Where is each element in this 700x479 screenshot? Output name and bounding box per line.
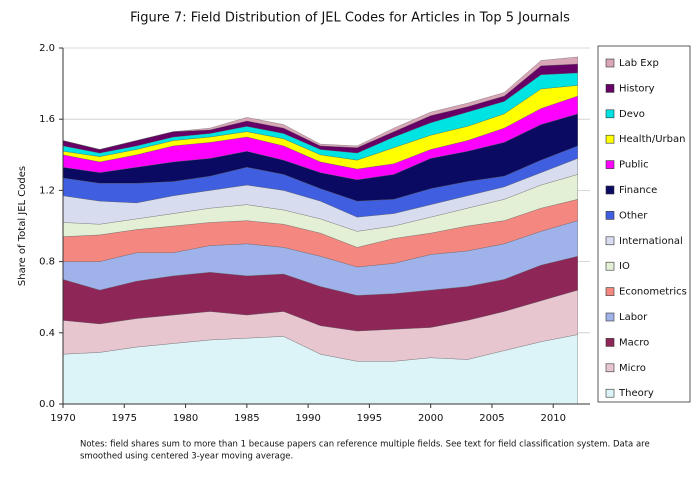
legend-label: Econometrics [619,287,687,298]
legend-swatch [605,185,615,195]
y-tick-label: 2.0 [39,43,55,54]
x-tick-label: 2010 [541,413,566,424]
legend-swatch [605,287,615,296]
x-tick-label: 1990 [295,413,320,424]
legend-swatch [605,388,615,398]
legend-label: Other [619,210,648,221]
legend-box [597,45,691,403]
legend-label: Micro [619,363,646,374]
legend-swatch [605,236,615,246]
legend-label: Lab Exp [619,58,659,69]
y-tick-label: 0.8 [39,257,55,268]
x-tick-label: 1985 [234,413,259,424]
y-axis-label: Share of Total JEL Codes [17,166,28,286]
note: Notes: field shares sum to more than 1 b… [80,440,650,450]
y-tick-label: 0.0 [39,399,55,410]
y-tick-label: 1.2 [39,185,55,196]
legend-label: History [619,83,655,94]
y-tick-label: 0.4 [39,328,55,339]
legend-swatch [605,160,615,169]
legend-label: Public [619,160,649,171]
area [62,56,578,150]
legend-swatch [605,211,615,220]
legend-label: IO [619,261,630,272]
legend-swatch [605,58,615,68]
legend-swatch [605,312,615,322]
legend-swatch [605,363,615,373]
legend-swatch [605,109,615,119]
legend-label: Labor [619,312,648,323]
legend-label: Health/Urban [619,134,685,145]
x-tick-label: 2000 [418,413,443,424]
legend-label: International [619,236,683,247]
legend-swatch [605,261,615,271]
legend-swatch [605,338,615,347]
legend-label: Devo [619,109,645,120]
note: smoothed using centered 3-year moving av… [80,452,293,462]
legend-label: Theory [618,388,654,399]
x-tick-label: 1995 [357,413,382,424]
chart-title: Figure 7: Field Distribution of JEL Code… [130,11,570,26]
x-tick-label: 1980 [173,413,198,424]
x-tick-label: 1975 [112,413,137,424]
legend-label: Macro [619,337,649,348]
legend-swatch [605,84,615,93]
y-tick-label: 1.6 [39,114,55,125]
legend-swatch [605,134,615,144]
x-tick-label: 1970 [50,413,75,424]
legend-label: Finance [619,185,657,196]
x-tick-label: 2005 [479,413,504,424]
